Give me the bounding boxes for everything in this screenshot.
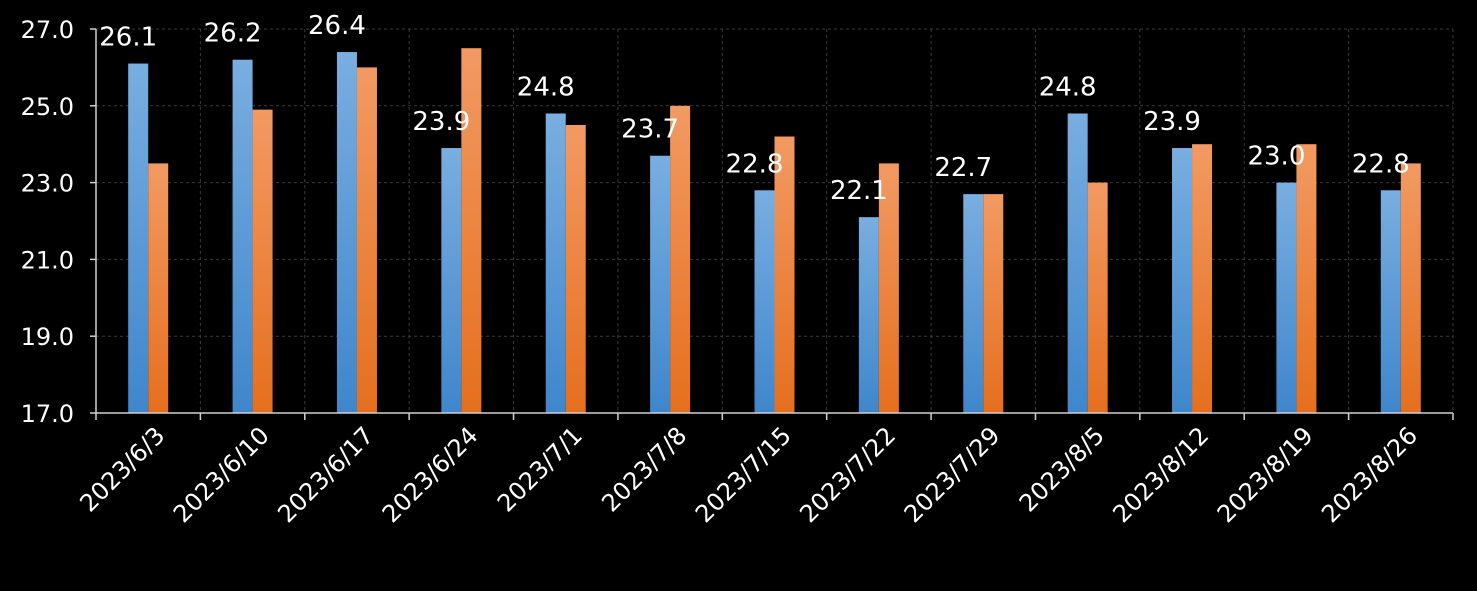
bar-series-2-2023-7-22 — [878, 163, 899, 413]
y-tick-label: 25.0 — [21, 93, 74, 121]
x-tick-label: 2023/6/3 — [74, 421, 170, 517]
data-label: 22.8 — [726, 149, 784, 179]
x-tick-label: 2023/8/5 — [1014, 421, 1110, 517]
data-label: 22.7 — [934, 153, 992, 183]
x-tick-label: 2023/7/8 — [596, 421, 692, 517]
bar-series-1-2023-7-22 — [858, 217, 879, 413]
data-labels: 26.1 26.2 26.4 23.9 24.8 23.7 22.8 22.1 22.7 24.8… — [99, 11, 1410, 206]
data-label: 23.9 — [412, 107, 470, 137]
axes — [90, 28, 1454, 420]
data-label: 24.8 — [517, 72, 575, 102]
bar-series-1-2023-7-1 — [545, 113, 566, 413]
x-tick-label: 2023/7/29 — [899, 421, 1006, 528]
x-tick-label: 2023/7/22 — [794, 421, 901, 528]
data-label: 23.0 — [1247, 142, 1305, 172]
data-label: 26.4 — [308, 11, 366, 41]
bar-series-1-2023-6-3 — [128, 63, 149, 414]
bar-series-1-2023-6-17 — [336, 52, 357, 413]
y-axis-tick-labels: 17.0 19.0 21.0 23.0 25.0 27.0 — [21, 16, 74, 428]
x-tick-label: 2023/6/10 — [168, 421, 275, 528]
data-label: 23.9 — [1143, 107, 1201, 137]
bar-series-1-2023-8-12 — [1172, 148, 1193, 414]
bar-series-1-2023-8-26 — [1380, 190, 1401, 413]
bar-series-1-2023-7-15 — [754, 190, 775, 413]
x-tick-label: 2023/6/24 — [377, 421, 484, 528]
data-label: 22.1 — [830, 176, 888, 206]
bar-series-2-2023-8-12 — [1192, 144, 1213, 413]
bar-series-2-2023-7-29 — [983, 194, 1004, 413]
data-label: 26.1 — [99, 23, 157, 53]
bars — [128, 48, 1421, 414]
gridlines — [96, 28, 1454, 413]
bar-series-2-2023-7-15 — [774, 136, 795, 413]
y-tick-label: 27.0 — [21, 16, 74, 44]
bar-series-1-2023-8-19 — [1276, 182, 1297, 413]
bar-series-2-2023-6-3 — [148, 163, 169, 413]
y-tick-label: 23.0 — [21, 170, 74, 198]
y-tick-label: 19.0 — [21, 323, 74, 351]
bar-series-2-2023-6-10 — [252, 109, 273, 413]
bar-series-1-2023-6-24 — [441, 148, 462, 414]
data-label: 26.2 — [204, 19, 262, 49]
bar-series-2-2023-7-8 — [670, 105, 691, 414]
bar-series-2-2023-8-26 — [1400, 163, 1421, 413]
data-label: 22.8 — [1352, 149, 1410, 179]
bar-series-2-2023-7-1 — [565, 125, 586, 413]
bar-series-2-2023-6-17 — [356, 67, 377, 414]
bar-series-2-2023-8-5 — [1087, 182, 1108, 413]
x-tick-label: 2023/6/17 — [272, 421, 379, 528]
y-tick-label: 21.0 — [21, 246, 74, 274]
x-tick-label: 2023/8/19 — [1212, 421, 1319, 528]
bar-series-2-2023-6-24 — [461, 48, 482, 413]
bar-series-2-2023-8-19 — [1296, 144, 1317, 413]
data-label: 24.8 — [1039, 72, 1097, 102]
bar-series-1-2023-8-5 — [1067, 113, 1088, 413]
bar-series-1-2023-7-8 — [650, 155, 671, 413]
x-tick-label: 2023/8/26 — [1316, 421, 1423, 528]
bar-series-1-2023-6-10 — [232, 59, 253, 413]
x-tick-label: 2023/7/1 — [492, 421, 588, 517]
bar-series-1-2023-7-29 — [963, 194, 984, 413]
data-label: 23.7 — [621, 115, 679, 145]
y-tick-label: 17.0 — [21, 400, 74, 428]
x-tick-label: 2023/8/12 — [1107, 421, 1214, 528]
x-tick-label: 2023/7/15 — [690, 421, 797, 528]
